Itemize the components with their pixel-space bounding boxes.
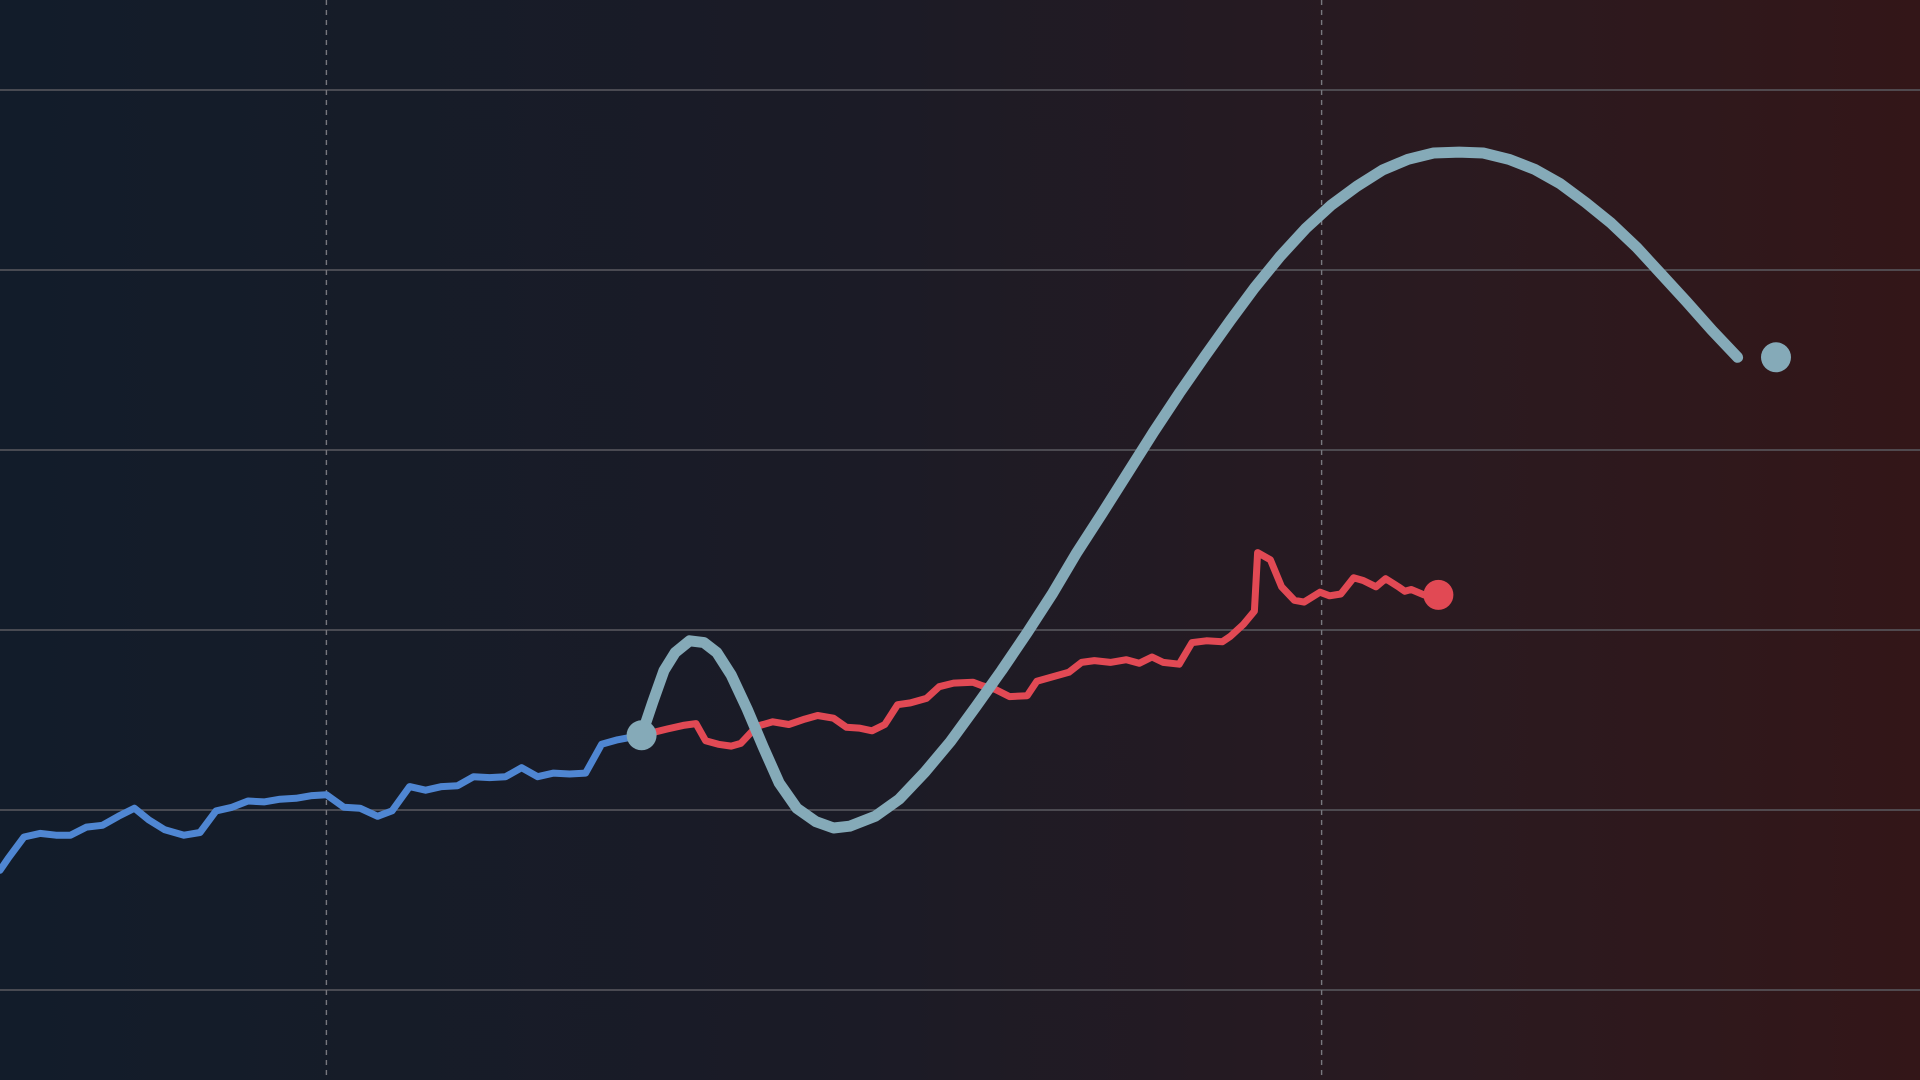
- series-line-projection: [636, 146, 1744, 834]
- series-lines: [0, 146, 1744, 874]
- series-endpoint-marker-actual: [1423, 579, 1454, 610]
- series-endpoint-marker-projection: [1761, 342, 1791, 373]
- series-line-history: [0, 731, 646, 874]
- series-markers: [626, 342, 1791, 751]
- vertical-gridlines: [325, 0, 1323, 1080]
- series-endpoint-marker-projection: [626, 720, 657, 751]
- horizontal-gridlines: [0, 89, 1920, 991]
- series-line-actual: [638, 549, 1428, 750]
